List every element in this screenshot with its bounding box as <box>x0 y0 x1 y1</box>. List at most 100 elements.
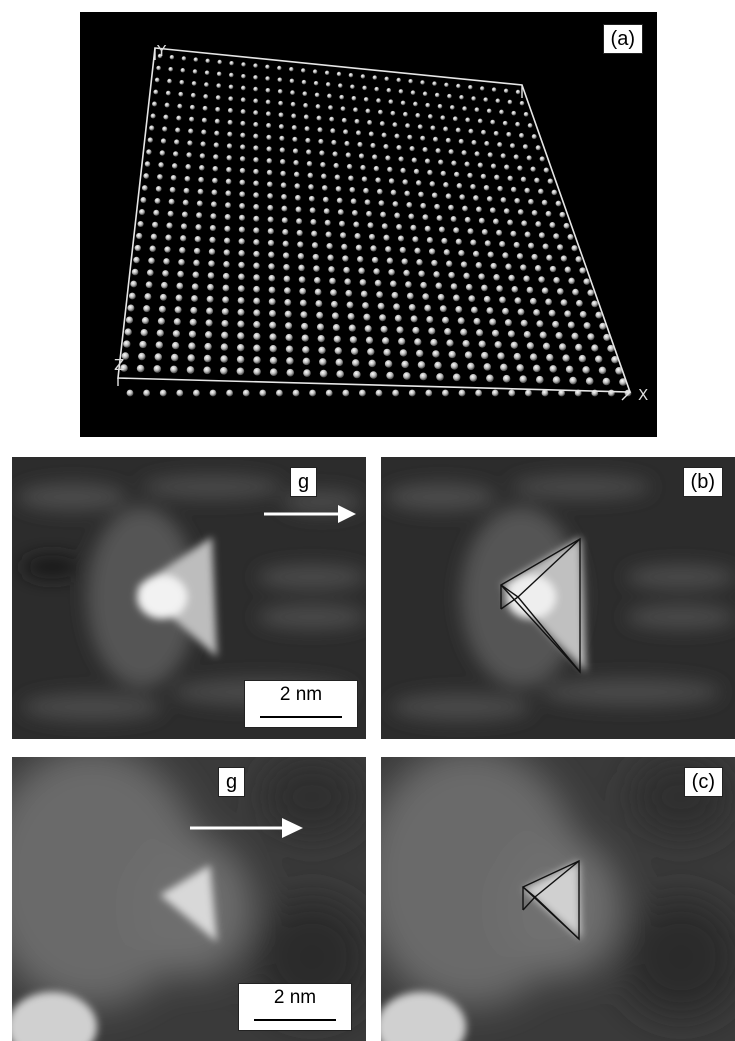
lattice-atom <box>425 389 433 397</box>
lattice-atom <box>225 178 232 185</box>
lattice-atom <box>253 133 259 139</box>
lattice-atom <box>330 289 337 296</box>
lattice-atom <box>607 344 615 353</box>
lattice-atom <box>206 307 214 315</box>
lattice-atom <box>390 189 397 196</box>
lattice-atom <box>276 389 283 397</box>
lattice-atom <box>204 342 212 351</box>
lattice-atom <box>487 251 494 258</box>
lattice-atom <box>599 322 607 330</box>
lattice-atom <box>253 297 261 305</box>
lattice-atom <box>444 82 449 88</box>
lattice-atom <box>491 389 499 397</box>
lattice-atom <box>489 318 497 326</box>
lattice-atom <box>468 128 474 134</box>
lattice-atom <box>239 156 246 162</box>
lattice-atom <box>139 209 145 215</box>
lattice-atom <box>320 162 326 168</box>
lattice-atom <box>532 364 541 373</box>
lattice-atom <box>180 223 188 230</box>
lattice-atom <box>448 350 456 359</box>
lattice-atom <box>473 195 479 201</box>
lattice-atom <box>240 120 246 126</box>
lattice-atom <box>363 187 369 194</box>
lattice-atom <box>500 363 508 372</box>
lattice-atom <box>384 76 389 82</box>
lattice-atom <box>186 152 192 158</box>
lattice-atom <box>523 330 531 339</box>
lattice-atom <box>224 225 231 232</box>
lattice-atom <box>237 344 245 352</box>
lattice-atom <box>449 105 455 110</box>
lattice-atom <box>481 284 488 292</box>
lattice-atom <box>146 149 152 155</box>
lattice-atom <box>396 224 403 230</box>
lattice-atom <box>308 184 314 190</box>
lattice-atom <box>529 353 538 361</box>
lattice-atom <box>279 135 285 141</box>
lattice-atom <box>253 309 261 317</box>
lattice-atom <box>549 265 557 273</box>
lattice-atom <box>404 190 411 197</box>
lattice-atom <box>428 248 436 255</box>
lattice-atom <box>519 133 524 138</box>
lattice-atom <box>509 143 516 149</box>
lattice-atom <box>212 177 218 184</box>
lattice-atom <box>385 246 392 253</box>
lattice-atom <box>451 160 457 166</box>
lattice-atom <box>344 278 352 286</box>
lattice-atom <box>209 236 216 244</box>
lattice-atom <box>299 299 307 307</box>
lattice-atom <box>266 134 272 140</box>
lattice-atom <box>368 131 374 137</box>
lattice-atom <box>268 251 275 258</box>
lattice-atom <box>572 288 579 296</box>
lattice-atom <box>237 285 245 292</box>
lattice-atom <box>500 153 506 159</box>
lattice-atom <box>450 362 459 370</box>
lattice-atom <box>552 320 560 328</box>
lattice-atom <box>391 291 399 299</box>
panel-b-label: (b) <box>682 467 723 497</box>
lattice-atom <box>489 207 496 214</box>
lattice-atom <box>469 374 478 382</box>
lattice-atom <box>408 79 413 84</box>
lattice-atom <box>307 172 314 179</box>
lattice-atom <box>383 348 391 357</box>
lattice-atom <box>181 56 187 61</box>
lattice-atom <box>222 284 230 292</box>
lattice-atom <box>208 248 216 255</box>
lattice-atom <box>265 111 271 117</box>
lattice-atom <box>493 130 499 136</box>
lattice-atom <box>177 103 183 109</box>
lattice-atom <box>202 105 208 111</box>
lattice-atom <box>313 265 320 272</box>
lattice-atom <box>386 88 392 93</box>
lattice-atom <box>400 100 406 106</box>
lattice-atom <box>226 155 232 161</box>
lattice-atom <box>238 250 245 257</box>
lattice-atom <box>493 274 500 281</box>
g-arrow-icon <box>190 818 303 838</box>
lattice-atom <box>269 333 277 341</box>
lattice-atom <box>189 116 195 122</box>
lattice-atom <box>389 280 397 288</box>
lattice-atom <box>330 300 338 308</box>
lattice-atom <box>548 309 556 317</box>
lattice-atom <box>564 310 572 318</box>
lattice-atom <box>475 262 482 269</box>
lattice-atom <box>266 181 273 188</box>
lattice-atom <box>165 90 171 96</box>
lattice-atom <box>499 241 506 248</box>
lattice-atom <box>381 337 390 345</box>
lattice-atom <box>178 91 184 97</box>
lattice-atom <box>349 336 358 344</box>
lattice-atom <box>141 317 149 325</box>
lattice-atom <box>420 281 427 289</box>
lattice-atom <box>331 139 337 145</box>
lattice-atom <box>445 137 451 143</box>
lattice-atom <box>268 286 276 294</box>
lattice-atom <box>365 336 374 344</box>
lattice-atom <box>378 109 383 115</box>
lattice-atom <box>418 191 424 198</box>
